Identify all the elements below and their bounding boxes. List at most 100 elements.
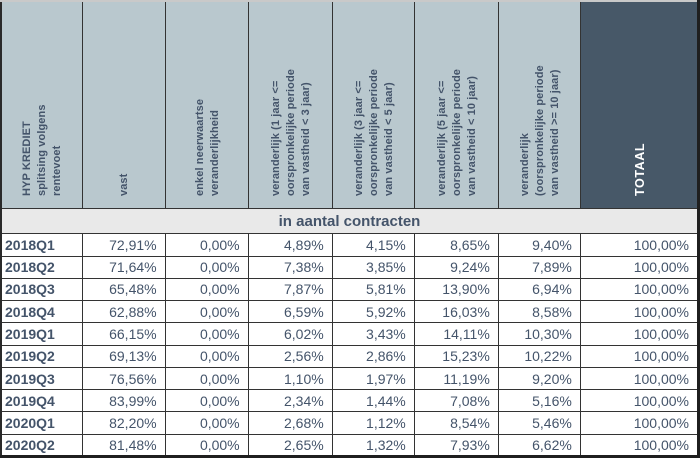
column-header-label: enkel neerwaartse veranderlijkheid — [193, 98, 221, 196]
data-cell: 0,00% — [164, 233, 249, 257]
table-row: 2020Q1 82,20% 0,00% 2,68% 1,12% 8,54% 5,… — [0, 411, 700, 435]
data-cell: 72,91% — [81, 233, 166, 257]
data-cell: 100,00% — [579, 366, 700, 391]
row-label: 2018Q2 — [0, 255, 83, 279]
data-cell: 4,89% — [247, 233, 333, 257]
data-cell: 6,94% — [497, 277, 581, 302]
data-cell: 65,48% — [81, 277, 166, 302]
row-label: 2018Q3 — [0, 277, 83, 302]
data-cell: 100,00% — [579, 255, 700, 279]
data-cell: 0,00% — [164, 389, 249, 413]
data-cell: 3,43% — [331, 322, 415, 346]
data-cell: 100,00% — [579, 322, 700, 346]
data-cell: 3,85% — [331, 255, 415, 279]
column-header-veranderlijk-5-10: veranderlijk (5 jaar <= oorspronkelijke … — [413, 0, 499, 209]
data-cell: 14,11% — [413, 322, 499, 346]
data-cell: 0,00% — [164, 255, 249, 279]
column-header-veranderlijk-3-5: veranderlijk (3 jaar <= oorspronkelijke … — [331, 0, 415, 209]
data-cell: 9,24% — [413, 255, 499, 279]
data-cell: 0,00% — [164, 411, 249, 435]
data-cell: 8,54% — [413, 411, 499, 435]
row-label: 2020Q1 — [0, 411, 83, 435]
data-cell: 0,00% — [164, 300, 249, 324]
corner-header-label: HYP KREDIET splitsing volgens rentevoet — [21, 104, 63, 196]
data-cell: 69,13% — [81, 344, 166, 368]
data-cell: 82,20% — [81, 411, 166, 435]
column-header-enkel-neerwaarts: enkel neerwaartse veranderlijkheid — [164, 0, 249, 209]
column-header-label: veranderlijk (5 jaar <= oorspronkelijke … — [435, 68, 478, 196]
data-cell: 10,22% — [497, 344, 581, 368]
data-cell: 0,00% — [164, 433, 249, 458]
data-cell: 2,86% — [331, 344, 415, 368]
data-cell: 2,34% — [247, 389, 333, 413]
data-cell: 0,00% — [164, 344, 249, 368]
data-cell: 6,59% — [247, 300, 333, 324]
data-cell: 8,58% — [497, 300, 581, 324]
corner-header-cell: HYP KREDIET splitsing volgens rentevoet — [0, 0, 83, 209]
data-cell: 13,90% — [413, 277, 499, 302]
data-cell: 1,12% — [331, 411, 415, 435]
data-cell: 100,00% — [579, 344, 700, 368]
data-cell: 0,00% — [164, 322, 249, 346]
data-cell: 83,99% — [81, 389, 166, 413]
table-row: 2018Q2 71,64% 0,00% 7,38% 3,85% 9,24% 7,… — [0, 255, 700, 279]
data-cell: 2,65% — [247, 433, 333, 458]
data-cell: 7,93% — [413, 433, 499, 458]
table-row: 2018Q1 72,91% 0,00% 4,89% 4,15% 8,65% 9,… — [0, 233, 700, 257]
row-label: 2019Q4 — [0, 389, 83, 413]
column-header-totaal: TOTAAL — [579, 0, 700, 209]
column-header-label: veranderlijk (oorspronkelijke periode va… — [518, 65, 561, 196]
table-row: 2018Q4 62,88% 0,00% 6,59% 5,92% 16,03% 8… — [0, 300, 700, 324]
row-label: 2019Q3 — [0, 366, 83, 391]
data-cell: 5,46% — [497, 411, 581, 435]
section-band-label: in aantal contracten — [0, 207, 699, 235]
data-cell: 1,32% — [331, 433, 415, 458]
table-row: 2019Q2 69,13% 0,00% 2,56% 2,86% 15,23% 1… — [0, 344, 700, 368]
data-cell: 7,38% — [247, 255, 333, 279]
data-cell: 6,62% — [497, 433, 581, 458]
data-cell: 16,03% — [413, 300, 499, 324]
data-cell: 2,68% — [247, 411, 333, 435]
data-cell: 1,97% — [331, 366, 415, 391]
table-row: 2019Q3 76,56% 0,00% 1,10% 1,97% 11,19% 9… — [0, 366, 700, 391]
data-cell: 5,16% — [497, 389, 581, 413]
data-cell: 6,02% — [247, 322, 333, 346]
header-row: HYP KREDIET splitsing volgens rentevoet … — [0, 0, 700, 209]
data-cell: 0,00% — [164, 277, 249, 302]
data-cell: 7,87% — [247, 277, 333, 302]
data-cell: 15,23% — [413, 344, 499, 368]
row-label: 2018Q1 — [0, 233, 83, 257]
data-cell: 100,00% — [579, 300, 700, 324]
data-cell: 5,92% — [331, 300, 415, 324]
row-label: 2019Q2 — [0, 344, 83, 368]
column-header-vast: vast — [81, 0, 166, 209]
data-cell: 71,64% — [81, 255, 166, 279]
column-header-veranderlijk-10plus: veranderlijk (oorspronkelijke periode va… — [497, 0, 581, 209]
column-header-label: veranderlijk (1 jaar <= oorspronkelijke … — [269, 68, 312, 196]
data-cell: 100,00% — [579, 233, 700, 257]
data-cell: 10,30% — [497, 322, 581, 346]
data-cell: 100,00% — [579, 277, 700, 302]
table-row: 2019Q1 66,15% 0,00% 6,02% 3,43% 14,11% 1… — [0, 322, 700, 346]
table-row: 2019Q4 83,99% 0,00% 2,34% 1,44% 7,08% 5,… — [0, 389, 700, 413]
column-header-label: TOTAAL — [632, 142, 647, 196]
row-label: 2018Q4 — [0, 300, 83, 324]
data-cell: 76,56% — [81, 366, 166, 391]
data-cell: 100,00% — [579, 389, 700, 413]
data-cell: 11,19% — [413, 366, 499, 391]
data-cell: 0,00% — [164, 366, 249, 391]
table-row: 2020Q2 81,48% 0,00% 2,65% 1,32% 7,93% 6,… — [0, 433, 700, 458]
data-cell: 7,08% — [413, 389, 499, 413]
data-cell: 9,40% — [497, 233, 581, 257]
data-cell: 8,65% — [413, 233, 499, 257]
data-cell: 7,89% — [497, 255, 581, 279]
data-cell: 1,44% — [331, 389, 415, 413]
row-label: 2019Q1 — [0, 322, 83, 346]
data-cell: 2,56% — [247, 344, 333, 368]
column-header-label: vast — [117, 173, 130, 196]
column-header-veranderlijk-1-3: veranderlijk (1 jaar <= oorspronkelijke … — [247, 0, 333, 209]
section-band-row: in aantal contracten — [0, 207, 699, 235]
data-cell: 5,81% — [331, 277, 415, 302]
column-header-label: veranderlijk (3 jaar <= oorspronkelijke … — [352, 68, 395, 196]
